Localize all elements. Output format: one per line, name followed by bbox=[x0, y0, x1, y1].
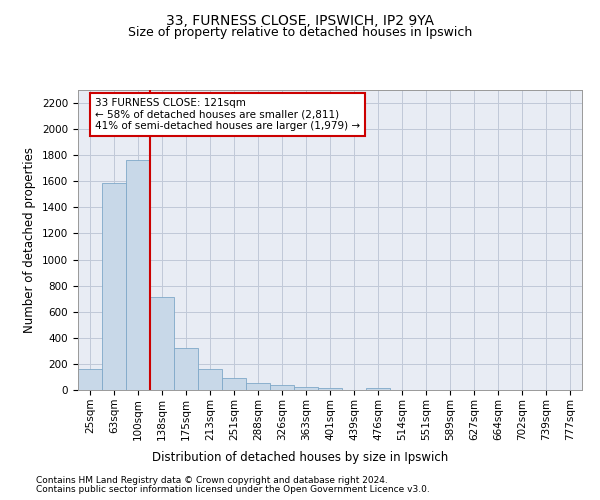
Bar bbox=[78, 369, 102, 390]
Text: Contains public sector information licensed under the Open Government Licence v3: Contains public sector information licen… bbox=[36, 485, 430, 494]
Bar bbox=[174, 348, 198, 390]
Text: 33 FURNESS CLOSE: 121sqm
← 58% of detached houses are smaller (2,811)
41% of sem: 33 FURNESS CLOSE: 121sqm ← 58% of detach… bbox=[95, 98, 360, 131]
Text: Contains HM Land Registry data © Crown copyright and database right 2024.: Contains HM Land Registry data © Crown c… bbox=[36, 476, 388, 485]
Bar bbox=[294, 386, 318, 390]
Bar bbox=[246, 383, 270, 390]
Text: Distribution of detached houses by size in Ipswich: Distribution of detached houses by size … bbox=[152, 451, 448, 464]
Text: Size of property relative to detached houses in Ipswich: Size of property relative to detached ho… bbox=[128, 26, 472, 39]
Bar bbox=[198, 369, 222, 390]
Bar bbox=[150, 298, 174, 390]
Bar bbox=[126, 160, 150, 390]
Bar bbox=[270, 386, 294, 390]
Bar bbox=[366, 388, 390, 390]
Bar bbox=[318, 388, 342, 390]
Bar bbox=[222, 378, 246, 390]
Text: 33, FURNESS CLOSE, IPSWICH, IP2 9YA: 33, FURNESS CLOSE, IPSWICH, IP2 9YA bbox=[166, 14, 434, 28]
Y-axis label: Number of detached properties: Number of detached properties bbox=[23, 147, 37, 333]
Bar bbox=[102, 182, 126, 390]
